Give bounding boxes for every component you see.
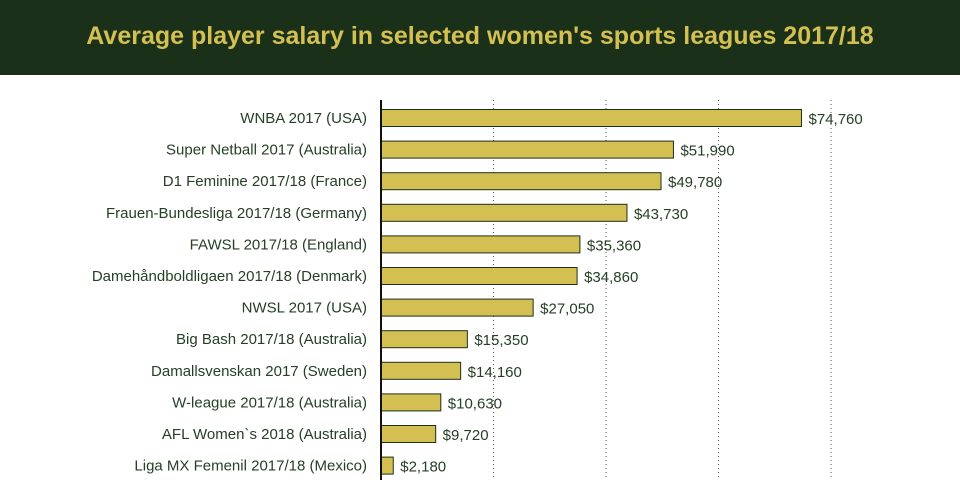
bar	[380, 393, 442, 412]
value-label: $27,050	[540, 301, 594, 318]
value-label: $10,630	[448, 395, 502, 412]
category-label: Liga MX Femenil 2017/18 (Mexico)	[134, 458, 367, 475]
value-label: $15,350	[474, 332, 528, 349]
bar	[380, 267, 578, 285]
category-label: W-league 2017/18 (Australia)	[172, 394, 367, 411]
bars	[380, 109, 803, 475]
value-label: $9,720	[443, 427, 489, 444]
category-label: D1 Feminine 2017/18 (France)	[163, 173, 367, 190]
bar	[380, 425, 437, 443]
value-label: $49,780	[668, 174, 722, 191]
value-label: $74,760	[809, 111, 863, 128]
category-label: Damallsvenskan 2017 (Sweden)	[151, 363, 367, 380]
category-label: Frauen-Bundesliga 2017/18 (Germany)	[106, 205, 367, 222]
bar	[380, 140, 674, 159]
category-label: Super Netball 2017 (Australia)	[166, 142, 367, 159]
bar	[380, 109, 803, 127]
bar	[380, 456, 394, 475]
gridlines	[493, 100, 832, 480]
value-label: $34,860	[584, 269, 638, 286]
category-label: AFL Women`s 2018 (Australia)	[162, 426, 367, 443]
chart-title: Average player salary in selected women'…	[86, 22, 874, 50]
value-label: $35,360	[587, 237, 641, 254]
category-label: FAWSL 2017/18 (England)	[190, 236, 367, 253]
category-label: Big Bash 2017/18 (Australia)	[176, 331, 367, 348]
category-label: WNBA 2017 (USA)	[240, 110, 367, 127]
bar	[380, 172, 662, 191]
bar	[380, 361, 462, 380]
title-banner: Average player salary in selected women'…	[0, 0, 960, 75]
labels: WNBA 2017 (USA) $74,760 Super Netball 2017…	[92, 110, 863, 476]
bar	[380, 235, 581, 254]
value-label: $2,180	[400, 459, 446, 476]
bar	[380, 330, 468, 349]
value-label: $43,730	[634, 206, 688, 223]
category-label: Damehåndboldligaen 2017/18 (Denmark)	[92, 268, 367, 285]
value-label: $51,990	[680, 143, 734, 160]
category-label: NWSL 2017 (USA)	[242, 300, 367, 317]
bar	[380, 298, 534, 317]
bar	[380, 203, 628, 222]
value-label: $14,160	[468, 364, 522, 381]
